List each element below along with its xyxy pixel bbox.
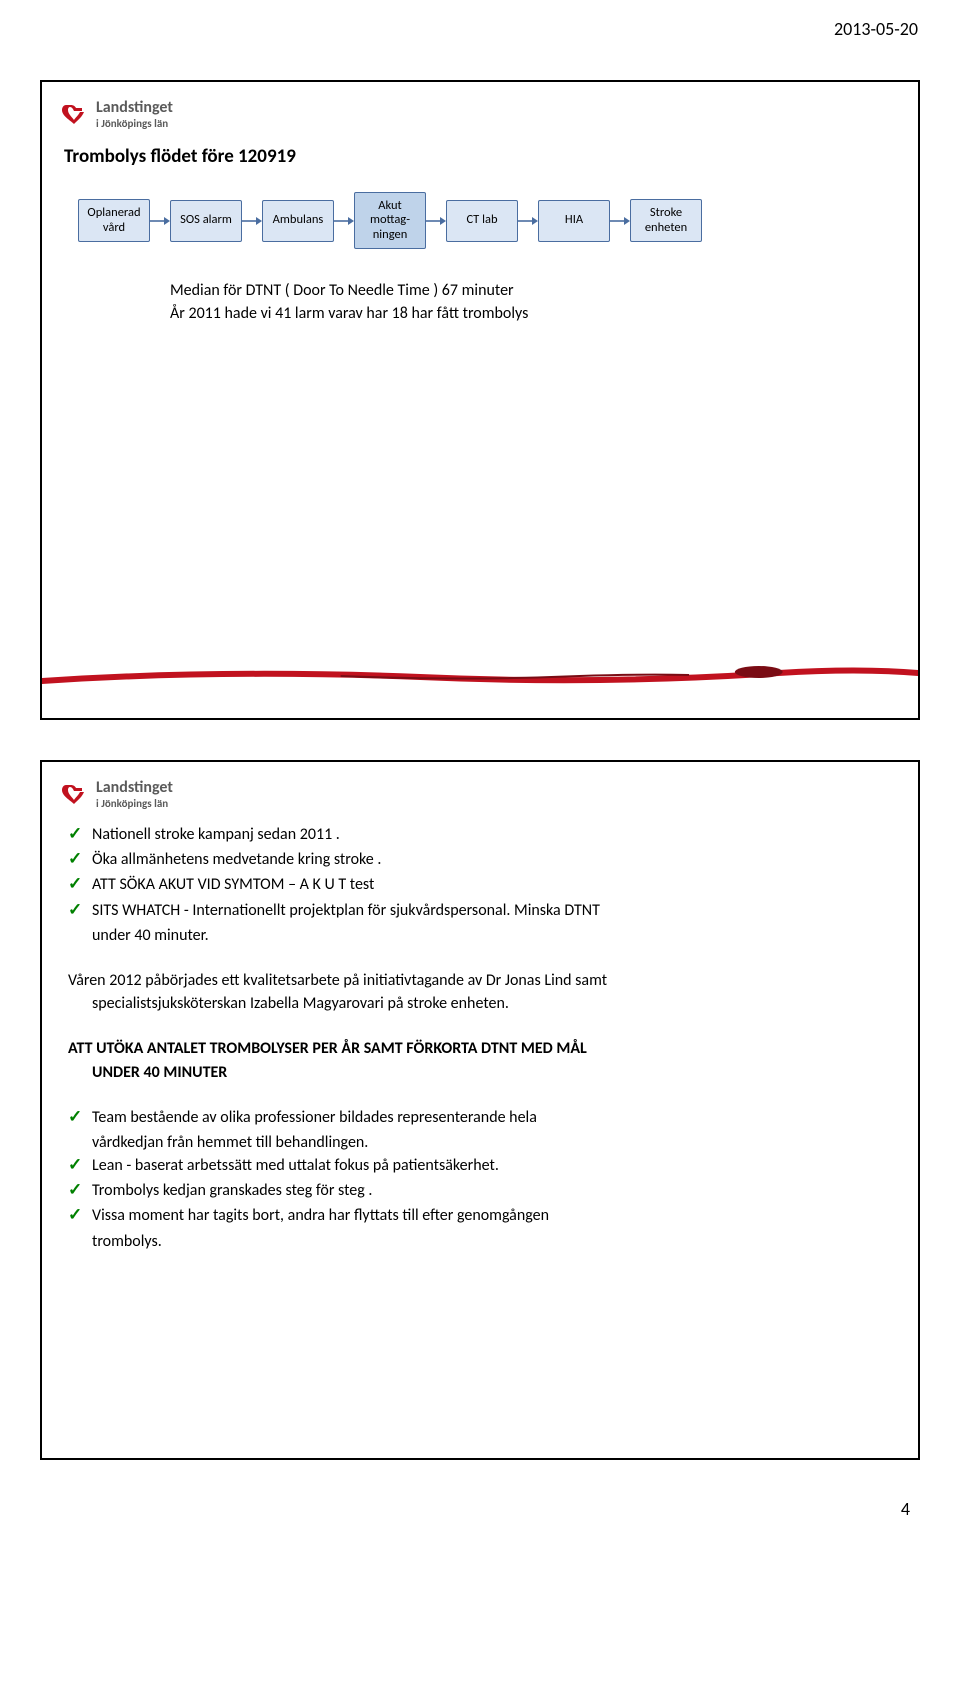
bullet-continuation: vårdkedjan från hemmet till behandlingen…: [92, 1131, 892, 1154]
flow-diagram: Oplaneradvård SOS alarm Ambulans Akutmottag…: [78, 192, 900, 249]
ribbon-decoration: [42, 662, 918, 690]
check-icon: ✓: [68, 899, 92, 922]
bullet-item: ✓Lean - baserat arbetssätt med uttalat f…: [68, 1154, 892, 1177]
bullet-text: Vissa moment har tagits bort, andra har …: [92, 1204, 892, 1227]
bullet-text: Team bestående av olika professioner bil…: [92, 1106, 892, 1129]
bullet-text: ATT SÖKA AKUT VID SYMTOM – A K U T test: [92, 873, 892, 896]
flow-arrow-icon: [426, 215, 446, 227]
logo-text: Landstinget i Jönköpings län: [96, 100, 173, 129]
bullet-item: ✓Nationell stroke kampanj sedan 2011 .: [68, 823, 892, 846]
para1-line2: specialistsjuksköterskan Izabella Magyar…: [92, 992, 892, 1015]
bullet-text: Lean - baserat arbetssätt med uttalat fo…: [92, 1154, 892, 1177]
flow-arrow-icon: [242, 215, 262, 227]
logo-text: Landstinget i Jönköpings län: [96, 780, 173, 809]
bullet-text: Trombolys kedjan granskades steg för ste…: [92, 1179, 892, 1202]
check-icon: ✓: [68, 1106, 92, 1129]
median-line2: År 2011 hade vi 41 larm varav har 18 har…: [170, 302, 900, 325]
logo-line1: Landstinget: [96, 780, 173, 796]
slide1-title: Trombolys flödet före 120919: [64, 145, 900, 168]
logo-mark-icon: [60, 782, 90, 808]
header-date: 2013-05-20: [834, 18, 918, 40]
logo-line2: i Jönköpings län: [96, 798, 173, 809]
paragraph-1: Våren 2012 påbörjades ett kvalitetsarbet…: [68, 969, 892, 1015]
check-icon: ✓: [68, 1179, 92, 1202]
bullet-item: ✓ SITS WHATCH - Internationellt projektp…: [68, 899, 892, 922]
bullet-item: ✓Vissa moment har tagits bort, andra har…: [68, 1204, 892, 1227]
flow-arrow-icon: [610, 215, 630, 227]
bullet-text: Öka allmänhetens medvetande kring stroke…: [92, 848, 892, 871]
flow-arrow-icon: [150, 215, 170, 227]
bold-line1: ATT UTÖKA ANTALET TROMBOLYSER PER ÅR SAM…: [68, 1037, 892, 1060]
bullet-text: SITS WHATCH - Internationellt projektpla…: [92, 899, 892, 922]
median-line1: Median för DTNT ( Door To Needle Time ) …: [170, 279, 900, 302]
flow-arrow-icon: [334, 215, 354, 227]
logo: Landstinget i Jönköpings län: [60, 100, 900, 129]
para1-line1: Våren 2012 påbörjades ett kvalitetsarbet…: [68, 969, 892, 992]
bullet-text: Nationell stroke kampanj sedan 2011 .: [92, 823, 892, 846]
logo-line2: i Jönköpings län: [96, 118, 173, 129]
page-number: 4: [901, 1498, 910, 1520]
flow-box: Akutmottag-ningen: [354, 192, 426, 249]
flow-box: SOS alarm: [170, 200, 242, 242]
check-icon: ✓: [68, 1154, 92, 1177]
check-icon: ✓: [68, 873, 92, 896]
check-icon: ✓: [68, 1204, 92, 1227]
slide-2: Landstinget i Jönköpings län ✓Nationell …: [40, 760, 920, 1460]
page-container: 2013-05-20 Landstinget i Jönköpings län …: [0, 0, 960, 1540]
bullet-item: ✓Trombolys kedjan granskades steg för st…: [68, 1179, 892, 1202]
logo: Landstinget i Jönköpings län: [60, 780, 900, 809]
check-icon: ✓: [68, 848, 92, 871]
flow-box: Ambulans: [262, 200, 334, 242]
bold-line2: UNDER 40 MINUTER: [92, 1061, 892, 1084]
flow-box: CT lab: [446, 200, 518, 242]
flow-arrow-icon: [518, 215, 538, 227]
bullets-group-1: ✓Nationell stroke kampanj sedan 2011 .✓Ö…: [68, 823, 892, 947]
bullet-item: ✓Team bestående av olika professioner bi…: [68, 1106, 892, 1129]
flow-box: HIA: [538, 200, 610, 242]
logo-line1: Landstinget: [96, 100, 173, 116]
median-block: Median för DTNT ( Door To Needle Time ) …: [170, 279, 900, 325]
check-icon: ✓: [68, 823, 92, 846]
logo-mark-icon: [60, 102, 90, 128]
flow-box: Strokeenheten: [630, 199, 702, 242]
bullet-continuation: under 40 minuter.: [92, 924, 892, 947]
bold-paragraph: ATT UTÖKA ANTALET TROMBOLYSER PER ÅR SAM…: [68, 1037, 892, 1083]
bullet-item: ✓ATT SÖKA AKUT VID SYMTOM – A K U T test: [68, 873, 892, 896]
bullets-group-2: ✓Team bestående av olika professioner bi…: [68, 1106, 892, 1253]
bullet-continuation: trombolys.: [92, 1230, 892, 1253]
bullet-item: ✓Öka allmänhetens medvetande kring strok…: [68, 848, 892, 871]
slide-1: Landstinget i Jönköpings län Trombolys f…: [40, 80, 920, 720]
flow-box: Oplaneradvård: [78, 199, 150, 242]
